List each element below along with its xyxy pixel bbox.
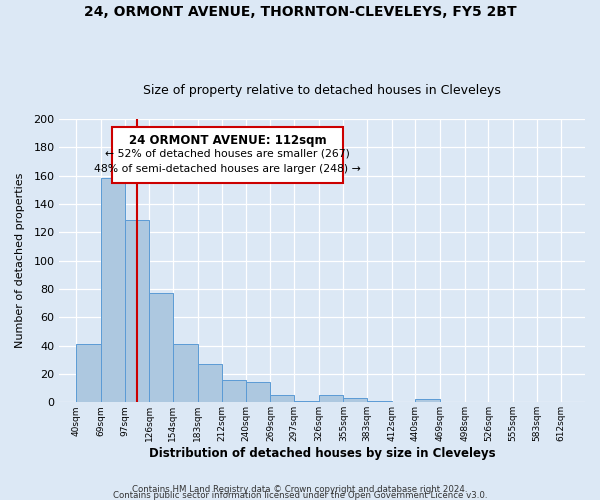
Bar bbox=[343, 398, 367, 402]
Bar bbox=[294, 401, 319, 402]
Bar bbox=[76, 344, 101, 403]
Text: ← 52% of detached houses are smaller (267): ← 52% of detached houses are smaller (26… bbox=[105, 148, 350, 158]
Text: 48% of semi-detached houses are larger (248) →: 48% of semi-detached houses are larger (… bbox=[94, 164, 361, 174]
Text: 24, ORMONT AVENUE, THORNTON-CLEVELEYS, FY5 2BT: 24, ORMONT AVENUE, THORNTON-CLEVELEYS, F… bbox=[83, 5, 517, 19]
Bar bbox=[125, 220, 149, 402]
Bar bbox=[271, 395, 294, 402]
X-axis label: Distribution of detached houses by size in Cleveleys: Distribution of detached houses by size … bbox=[149, 447, 496, 460]
Text: Contains HM Land Registry data © Crown copyright and database right 2024.: Contains HM Land Registry data © Crown c… bbox=[132, 485, 468, 494]
Bar bbox=[149, 293, 173, 403]
Bar bbox=[319, 395, 343, 402]
Bar bbox=[246, 382, 271, 402]
FancyBboxPatch shape bbox=[112, 128, 343, 182]
Y-axis label: Number of detached properties: Number of detached properties bbox=[15, 173, 25, 348]
Bar bbox=[222, 380, 246, 402]
Bar bbox=[367, 401, 392, 402]
Text: Contains public sector information licensed under the Open Government Licence v3: Contains public sector information licen… bbox=[113, 491, 487, 500]
Bar bbox=[101, 178, 125, 402]
Bar bbox=[197, 364, 222, 403]
Bar bbox=[173, 344, 197, 403]
Bar bbox=[415, 400, 440, 402]
Text: 24 ORMONT AVENUE: 112sqm: 24 ORMONT AVENUE: 112sqm bbox=[129, 134, 326, 146]
Title: Size of property relative to detached houses in Cleveleys: Size of property relative to detached ho… bbox=[143, 84, 501, 97]
